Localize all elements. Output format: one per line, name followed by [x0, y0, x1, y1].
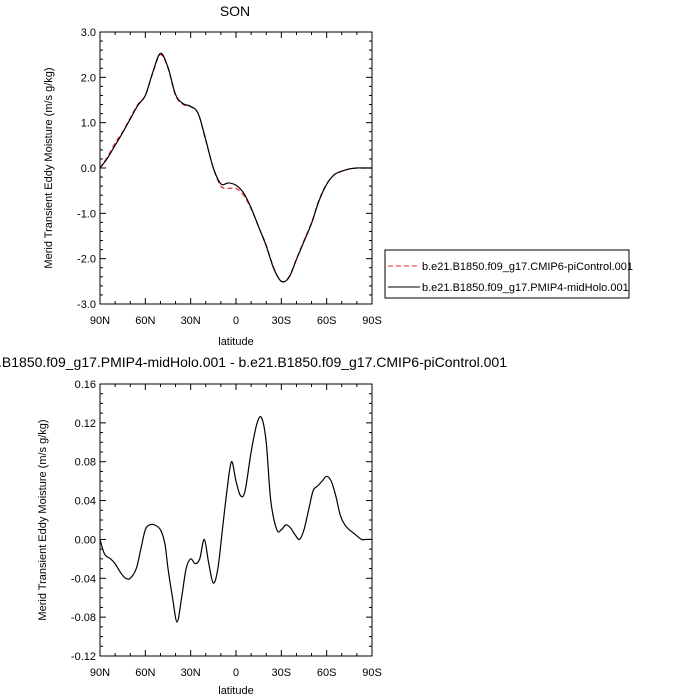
top-x-tick-label: 90S	[362, 315, 382, 327]
top-series-line-0	[99, 54, 372, 283]
top-y-tick-label: 0.0	[81, 163, 96, 175]
top-x-tick-label: 0	[233, 315, 239, 327]
top-y-tick-label: -2.0	[77, 254, 96, 266]
top-y-tick-label: 1.0	[81, 118, 96, 130]
bottom-chart-title: b.e21.B1850.f09_g17.PMIP4-midHolo.001 - …	[0, 354, 507, 370]
bottom-y-tick-label: -0.08	[71, 612, 96, 624]
bottom-y-tick-label: 0.00	[75, 534, 96, 546]
top-x-tick-label: 30N	[181, 315, 201, 327]
top-series	[99, 52, 372, 283]
bottom-y-tick-label: 0.16	[75, 379, 96, 391]
bottom-y-tick-label: 0.12	[75, 418, 96, 430]
bottom-x-tick-label: 30N	[181, 667, 201, 679]
bottom-plot-frame	[99, 383, 373, 657]
bottom-chart: b.e21.B1850.f09_g17.PMIP4-midHolo.001 - …	[0, 354, 507, 697]
top-x-tick-label: 60S	[317, 315, 337, 327]
top-chart: SON -3.0 -2.0 -1.0 0.0 1.0 2.0 3.0 90N 60N 30N 0 3…	[43, 3, 633, 348]
top-x-tick-label: 60N	[135, 315, 155, 327]
bottom-series	[99, 415, 372, 623]
top-y-tick-label: -1.0	[77, 208, 96, 220]
top-y-ticks: -3.0 -2.0 -1.0 0.0 1.0 2.0 3.0	[77, 27, 372, 311]
bottom-x-tick-label: 90S	[362, 667, 382, 679]
top-y-tick-label: 3.0	[81, 27, 96, 39]
bottom-x-axis-label: latitude	[218, 685, 253, 697]
legend-box	[384, 249, 630, 299]
top-x-axis-label: latitude	[218, 336, 253, 348]
bottom-x-tick-label: 0	[233, 667, 239, 679]
bottom-y-tick-label: 0.04	[75, 496, 96, 508]
top-x-tick-label: 90N	[90, 315, 110, 327]
bottom-x-tick-label: 60S	[317, 667, 337, 679]
top-plot-frame	[99, 31, 373, 305]
top-y-axis-label: Merid Transient Eddy Moisture (m/s g/kg)	[43, 67, 55, 268]
top-chart-title: SON	[220, 3, 250, 19]
legend-label-midholo: b.e21.B1850.f09_g17.PMIP4-midHolo.001	[422, 282, 629, 294]
bottom-x-tick-label: 30S	[272, 667, 292, 679]
bottom-y-tick-label: -0.12	[71, 651, 96, 663]
bottom-x-ticks: 90N 60N 30N 0 30S 60S 90S	[90, 384, 382, 679]
top-x-tick-label: 30S	[272, 315, 292, 327]
top-series-line-1	[99, 52, 372, 283]
bottom-x-tick-label: 60N	[135, 667, 155, 679]
legend: b.e21.B1850.f09_g17.CMIP6-piControl.001 …	[384, 249, 633, 299]
top-x-ticks: 90N 60N 30N 0 30S 60S 90S	[90, 32, 382, 327]
bottom-y-tick-label: 0.08	[75, 457, 96, 469]
bottom-y-tick-label: -0.04	[71, 573, 96, 585]
top-y-tick-label: 2.0	[81, 72, 96, 84]
bottom-y-ticks: -0.12 -0.08 -0.04 0.00 0.04 0.08 0.12 0.16	[71, 379, 372, 663]
legend-label-picontrol: b.e21.B1850.f09_g17.CMIP6-piControl.001	[422, 261, 633, 273]
bottom-series-line-0	[99, 415, 372, 623]
bottom-x-tick-label: 90N	[90, 667, 110, 679]
bottom-y-axis-label: Merid Transient Eddy Moisture (m/s g/kg)	[37, 419, 49, 620]
top-y-tick-label: -3.0	[77, 299, 96, 311]
